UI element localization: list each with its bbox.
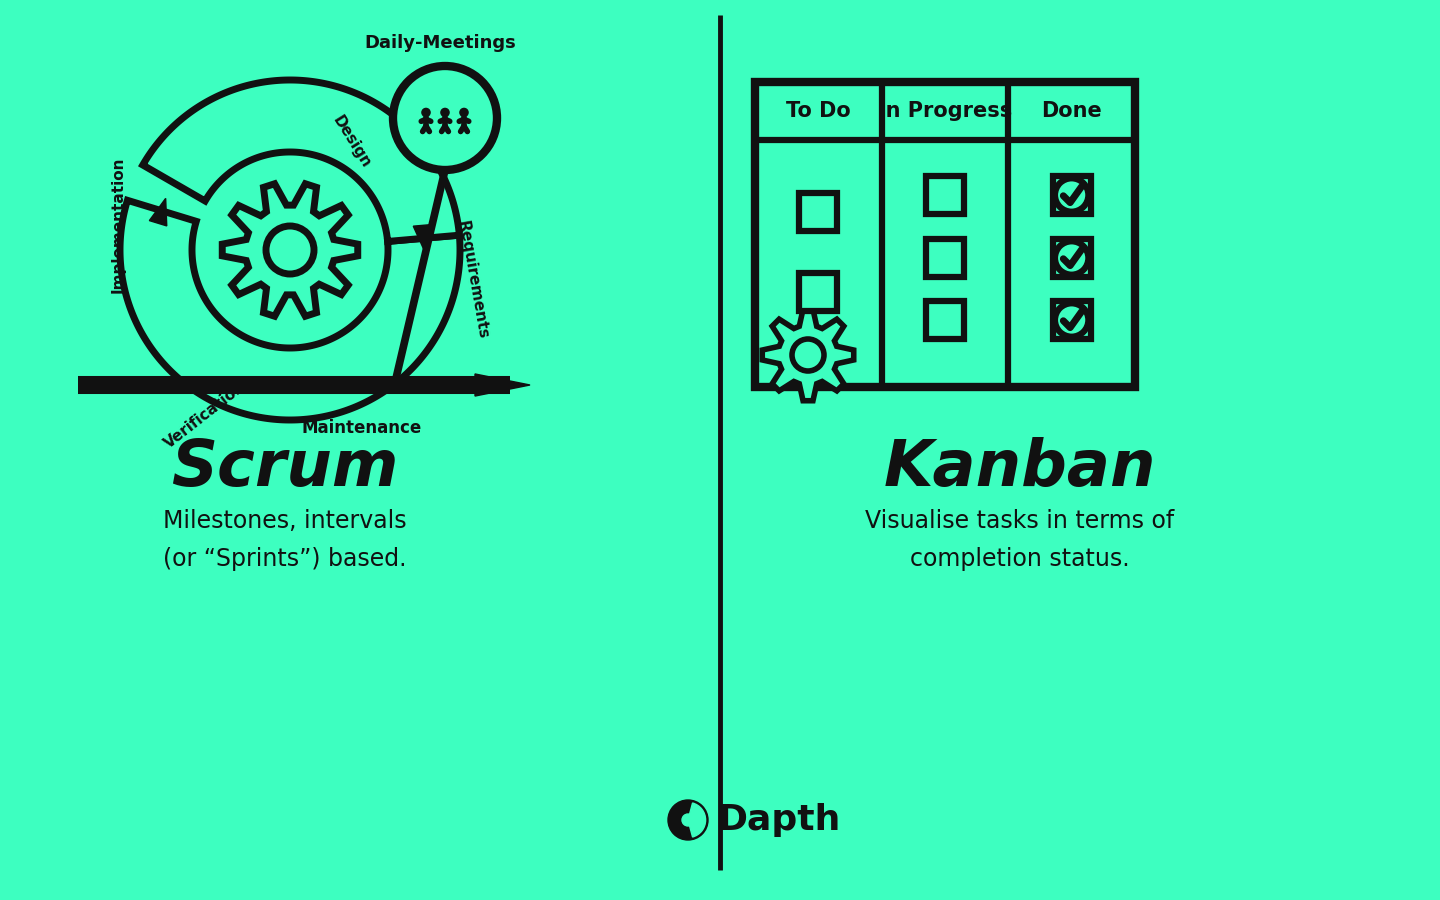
- Text: Daily-Meetings: Daily-Meetings: [364, 34, 516, 52]
- Bar: [799, 273, 837, 311]
- Text: In Progress: In Progress: [878, 101, 1012, 121]
- Bar: [1053, 176, 1090, 214]
- Bar: [799, 193, 837, 231]
- Text: To Do: To Do: [786, 101, 851, 121]
- Circle shape: [668, 800, 708, 840]
- Polygon shape: [150, 198, 167, 226]
- Circle shape: [792, 339, 824, 371]
- Circle shape: [1056, 178, 1089, 212]
- Text: Requirements: Requirements: [454, 220, 490, 340]
- Text: Kanban: Kanban: [884, 437, 1156, 499]
- Circle shape: [683, 814, 694, 826]
- Text: Implementation: Implementation: [111, 157, 125, 293]
- Bar: [755, 82, 1135, 387]
- Text: Dapth: Dapth: [719, 803, 841, 837]
- Wedge shape: [688, 803, 706, 837]
- Polygon shape: [120, 201, 459, 420]
- Text: Done: Done: [1041, 101, 1102, 121]
- Polygon shape: [475, 374, 530, 396]
- Bar: [926, 301, 963, 339]
- Text: Design: Design: [330, 113, 374, 171]
- Text: Visualise tasks in terms of
completion status.: Visualise tasks in terms of completion s…: [865, 509, 1175, 571]
- Circle shape: [1056, 241, 1089, 274]
- Text: Milestones, intervals
(or “Sprints”) based.: Milestones, intervals (or “Sprints”) bas…: [163, 509, 408, 571]
- Circle shape: [441, 108, 449, 117]
- Bar: [926, 239, 963, 277]
- Circle shape: [1056, 303, 1089, 337]
- Text: Maintenance: Maintenance: [302, 419, 422, 437]
- Text: Scrum: Scrum: [171, 437, 399, 499]
- Circle shape: [393, 66, 497, 170]
- Polygon shape: [762, 310, 854, 400]
- Bar: [1053, 239, 1090, 277]
- Polygon shape: [413, 225, 432, 251]
- Text: Verification: Verification: [161, 379, 249, 451]
- Polygon shape: [222, 184, 357, 316]
- Circle shape: [266, 226, 314, 274]
- Bar: [926, 176, 963, 214]
- Circle shape: [459, 108, 468, 117]
- Bar: [1053, 301, 1090, 339]
- Polygon shape: [143, 80, 459, 241]
- Circle shape: [422, 108, 431, 117]
